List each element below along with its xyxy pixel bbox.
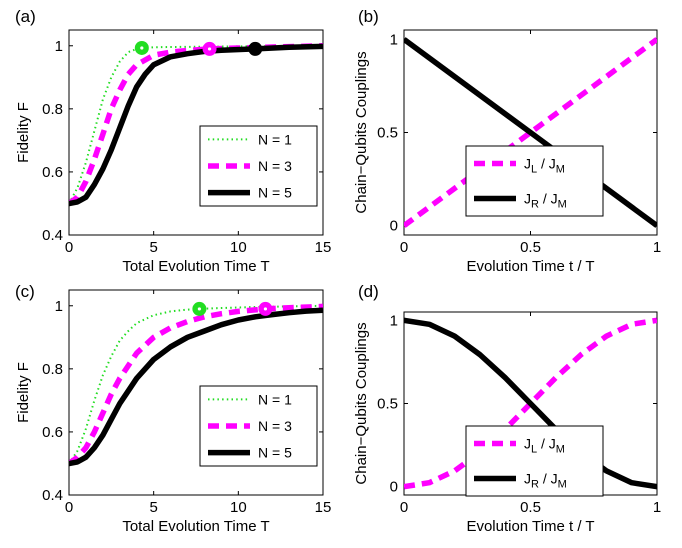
y-tick-label: 0.5 — [377, 396, 398, 413]
y-tick-label: 0.6 — [42, 424, 63, 441]
legend-label-2: JR / JM — [524, 471, 567, 491]
legend: JL / JM JR / JM — [465, 425, 604, 497]
y-axis-label: Fidelity F — [15, 362, 32, 423]
x-tick-label: 10 — [230, 499, 247, 516]
x-tick-label: 0.5 — [520, 239, 541, 256]
legend: N = 1 N = 3 N = 5 — [199, 125, 318, 207]
x-axis-label: Total Evolution Time T — [122, 258, 269, 275]
x-tick-label: 0.5 — [520, 499, 541, 516]
legend: N = 1 N = 3 N = 5 — [199, 385, 318, 467]
plot-frame — [68, 289, 324, 496]
y-tick-label: 0 — [390, 218, 398, 235]
plot-frame — [68, 29, 324, 236]
chart-panel-2: 0 0.5 1 0 0.5 1 Evolution Time t / T Chain−Qubi… — [353, 7, 661, 275]
legend-box — [465, 425, 604, 497]
legend-box — [465, 145, 604, 217]
panel-label: (b) — [358, 7, 379, 26]
series-line-2 — [404, 317, 657, 490]
x-tick-label: 5 — [149, 239, 157, 256]
x-tick-label: 0 — [400, 499, 408, 516]
series-marker-center — [197, 307, 201, 311]
x-tick-label: 1 — [653, 499, 661, 516]
series-marker-3 — [248, 41, 263, 56]
y-tick-label: 0.8 — [42, 361, 63, 378]
chart-panel-1: 0 5 10 15 0.4 0.6 0.8 1 Total Evolution Time T Fi… — [15, 7, 331, 275]
y-axis-label: Fidelity F — [15, 102, 32, 163]
y-tick-label: 0.5 — [377, 125, 398, 142]
series-line-2 — [404, 37, 657, 228]
panel-label: (a) — [15, 7, 36, 26]
panel-label: (c) — [15, 282, 35, 301]
x-axis-label: Evolution Time t / T — [466, 518, 594, 535]
series-line-2 — [69, 43, 323, 206]
legend-label-2: N = 3 — [258, 418, 292, 434]
y-tick-label: 1 — [55, 298, 63, 315]
y-tick-label: 1 — [390, 31, 398, 48]
x-tick-label: 10 — [230, 239, 247, 256]
x-tick-label: 5 — [149, 499, 157, 516]
y-tick-label: 0.4 — [42, 487, 63, 504]
y-tick-label: 0.8 — [42, 101, 63, 118]
legend-label-1: N = 1 — [258, 131, 292, 147]
x-tick-label: 15 — [315, 499, 332, 516]
series-line-1 — [404, 317, 657, 490]
x-tick-label: 0 — [65, 499, 73, 516]
x-tick-label: 15 — [315, 239, 332, 256]
series-marker-center — [207, 47, 212, 51]
chart-panel-4: 0 0.5 1 0 0.5 1 Evolution Time t / T Chain−Qubi… — [353, 282, 661, 535]
y-tick-label: 1 — [55, 38, 63, 55]
y-tick-label: 0.4 — [42, 227, 63, 244]
y-tick-label: 1 — [390, 312, 398, 329]
legend-label-3: N = 5 — [258, 445, 292, 461]
series-group — [404, 37, 657, 228]
legend-label-2: N = 3 — [258, 158, 292, 174]
series-line-2 — [69, 303, 323, 466]
y-tick-label: 0.6 — [42, 164, 63, 181]
y-axis-label: Chain−Qubits Couplings — [353, 51, 370, 213]
series-marker-center — [263, 307, 268, 311]
series-line-1 — [404, 37, 657, 228]
chart-panel-3: 0 5 10 15 0.4 0.6 0.8 1 Total Evolution Time T Fi… — [15, 282, 331, 535]
series-line-3 — [69, 307, 323, 467]
legend-label-2: JR / JM — [524, 191, 567, 211]
x-tick-label: 0 — [65, 239, 73, 256]
series-group — [69, 43, 323, 207]
legend-label-1: N = 1 — [258, 391, 292, 407]
x-tick-label: 1 — [653, 239, 661, 256]
legend-label-1: JL / JM — [524, 156, 565, 176]
series-line-3 — [69, 43, 323, 207]
panel-label: (d) — [358, 282, 379, 301]
x-axis-label: Total Evolution Time T — [122, 518, 269, 535]
legend-label-1: JL / JM — [524, 436, 565, 456]
legend-label-3: N = 5 — [258, 185, 292, 201]
x-axis-label: Evolution Time t / T — [466, 258, 594, 275]
series-group — [69, 303, 323, 467]
y-tick-label: 0 — [390, 479, 398, 496]
series-marker-center — [140, 46, 144, 50]
y-axis-label: Chain−Qubits Couplings — [353, 322, 370, 484]
series-group — [404, 317, 657, 490]
legend: JL / JM JR / JM — [465, 145, 604, 217]
x-tick-label: 0 — [400, 239, 408, 256]
